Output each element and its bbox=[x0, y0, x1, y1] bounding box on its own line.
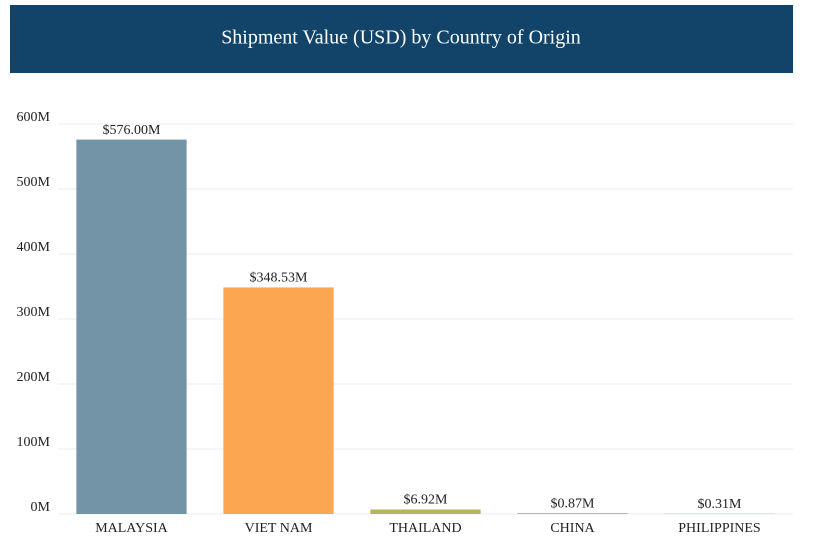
chart-title: Shipment Value (USD) by Country of Origi… bbox=[221, 27, 581, 49]
y-tick-label: 400M bbox=[17, 240, 51, 255]
bar bbox=[76, 139, 187, 514]
value-label: $0.87M bbox=[551, 497, 596, 512]
x-tick-label: MALAYSIA bbox=[95, 521, 168, 536]
x-tick-label: CHINA bbox=[550, 521, 595, 536]
header-bar bbox=[10, 5, 793, 73]
y-tick-label: 100M bbox=[17, 435, 51, 450]
bar bbox=[517, 513, 628, 514]
x-tick-label: THAILAND bbox=[389, 521, 461, 536]
bar bbox=[370, 509, 481, 514]
value-label: $576.00M bbox=[103, 123, 162, 138]
y-tick-label: 600M bbox=[17, 110, 51, 125]
y-tick-label: 300M bbox=[17, 305, 51, 320]
value-label: $0.31M bbox=[698, 497, 743, 512]
x-tick-label: VIET NAM bbox=[245, 521, 313, 536]
y-tick-label: 0M bbox=[31, 500, 51, 515]
y-tick-label: 500M bbox=[17, 175, 51, 190]
value-label: $6.92M bbox=[404, 493, 449, 508]
x-tick-label: PHILIPPINES bbox=[678, 521, 760, 536]
value-label: $348.53M bbox=[250, 271, 309, 286]
y-tick-label: 200M bbox=[17, 370, 51, 385]
bar bbox=[223, 287, 334, 514]
